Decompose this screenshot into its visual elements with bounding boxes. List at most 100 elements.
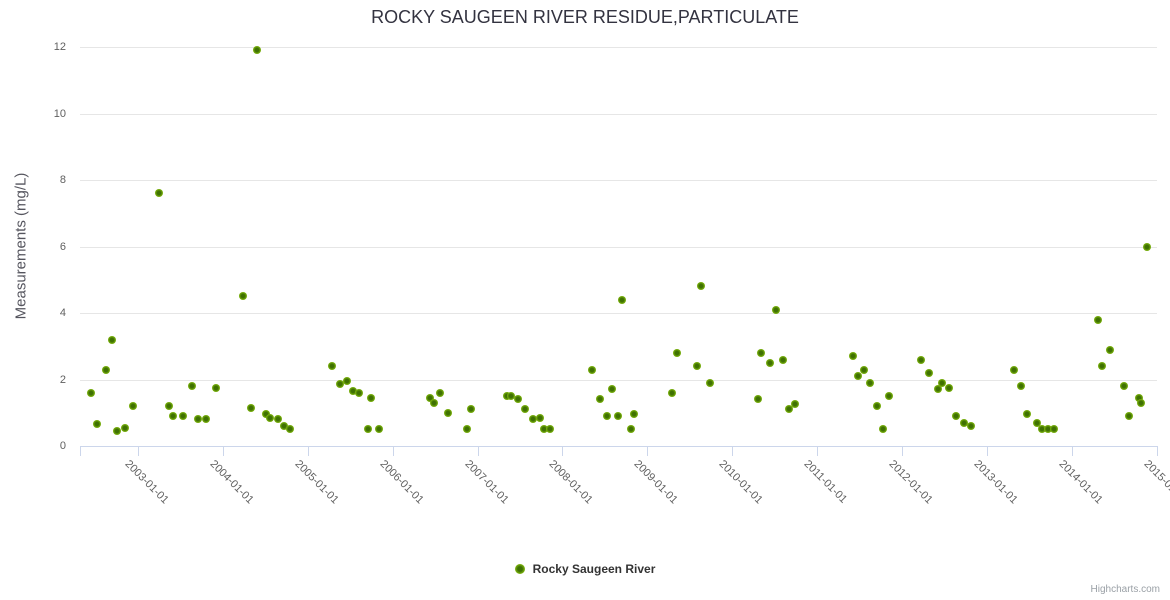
data-point[interactable] (201, 415, 210, 424)
data-point[interactable] (756, 348, 765, 357)
data-point[interactable] (342, 377, 351, 386)
data-point[interactable] (1022, 410, 1031, 419)
data-point[interactable] (785, 405, 794, 414)
data-point[interactable] (1135, 393, 1144, 402)
data-point[interactable] (1017, 382, 1026, 391)
data-point[interactable] (613, 412, 622, 421)
legend-item[interactable]: Rocky Saugeen River (0, 562, 1170, 576)
data-point[interactable] (535, 413, 544, 422)
data-point[interactable] (753, 395, 762, 404)
x-axis-label: 2014-01-01 (1056, 458, 1105, 507)
data-point[interactable] (1137, 398, 1146, 407)
data-point[interactable] (1009, 365, 1018, 374)
data-point[interactable] (1038, 425, 1047, 434)
data-point[interactable] (925, 368, 933, 377)
x-axis-label: 2005-01-01 (292, 458, 341, 507)
data-point[interactable] (363, 425, 372, 434)
data-point[interactable] (1093, 315, 1102, 324)
data-point[interactable] (692, 362, 701, 371)
data-point[interactable] (587, 365, 596, 374)
data-point[interactable] (266, 413, 275, 422)
data-point[interactable] (520, 405, 529, 414)
data-point[interactable] (279, 422, 288, 431)
data-point[interactable] (618, 295, 627, 304)
data-point[interactable] (87, 388, 96, 397)
data-point[interactable] (348, 387, 357, 396)
data-point[interactable] (1098, 362, 1107, 371)
data-point[interactable] (129, 402, 138, 411)
data-point[interactable] (120, 423, 129, 432)
data-point[interactable] (239, 292, 248, 301)
data-point[interactable] (374, 425, 383, 434)
data-point[interactable] (335, 380, 344, 389)
data-point[interactable] (443, 408, 452, 417)
data-point[interactable] (435, 388, 444, 397)
data-point[interactable] (211, 383, 220, 392)
data-point[interactable] (1050, 425, 1059, 434)
data-point[interactable] (193, 415, 202, 424)
data-point[interactable] (967, 422, 976, 431)
data-point[interactable] (502, 392, 511, 401)
data-point[interactable] (154, 189, 163, 198)
data-point[interactable] (779, 355, 788, 364)
data-point[interactable] (952, 412, 961, 421)
data-point[interactable] (1124, 412, 1133, 421)
data-point[interactable] (603, 412, 612, 421)
data-point[interactable] (273, 415, 282, 424)
data-point[interactable] (879, 425, 888, 434)
data-point[interactable] (944, 383, 953, 392)
data-point[interactable] (873, 402, 882, 411)
data-point[interactable] (546, 425, 555, 434)
data-point[interactable] (507, 392, 516, 401)
data-point[interactable] (430, 398, 439, 407)
data-point[interactable] (1106, 345, 1114, 354)
x-axis-label: 2015-01-01 (1141, 458, 1170, 507)
data-point[interactable] (514, 395, 523, 404)
data-point[interactable] (667, 388, 676, 397)
gridline (80, 247, 1157, 248)
data-point[interactable] (112, 427, 121, 436)
data-point[interactable] (860, 365, 869, 374)
data-point[interactable] (673, 348, 682, 357)
data-point[interactable] (187, 382, 196, 391)
data-point[interactable] (328, 362, 337, 371)
data-point[interactable] (627, 425, 636, 434)
data-point[interactable] (1119, 382, 1128, 391)
data-point[interactable] (595, 395, 604, 404)
data-point[interactable] (92, 420, 101, 429)
data-point[interactable] (247, 403, 256, 412)
data-point[interactable] (790, 400, 799, 409)
data-point[interactable] (916, 355, 925, 364)
data-point[interactable] (285, 425, 294, 434)
data-point[interactable] (101, 365, 110, 374)
data-point[interactable] (179, 412, 188, 421)
data-point[interactable] (854, 372, 863, 381)
data-point[interactable] (705, 378, 714, 387)
data-point[interactable] (848, 352, 857, 361)
data-point[interactable] (169, 412, 178, 421)
data-point[interactable] (1143, 242, 1152, 251)
data-point[interactable] (467, 405, 476, 414)
data-point[interactable] (1044, 425, 1053, 434)
data-point[interactable] (959, 418, 968, 427)
data-point[interactable] (771, 305, 780, 314)
data-point[interactable] (164, 402, 173, 411)
data-point[interactable] (463, 425, 472, 434)
data-point[interactable] (937, 378, 946, 387)
data-point[interactable] (630, 410, 639, 419)
data-point[interactable] (355, 388, 364, 397)
data-point[interactable] (884, 392, 893, 401)
data-point[interactable] (528, 415, 537, 424)
data-point[interactable] (253, 46, 262, 55)
data-point[interactable] (426, 393, 435, 402)
data-point[interactable] (107, 335, 116, 344)
data-point[interactable] (607, 385, 616, 394)
data-point[interactable] (540, 425, 549, 434)
data-point[interactable] (367, 393, 376, 402)
data-point[interactable] (1032, 418, 1041, 427)
data-point[interactable] (766, 358, 775, 367)
data-point[interactable] (866, 378, 875, 387)
data-point[interactable] (933, 385, 942, 394)
highcharts-credits-link[interactable]: Highcharts.com (1090, 584, 1160, 595)
data-point[interactable] (697, 282, 706, 291)
